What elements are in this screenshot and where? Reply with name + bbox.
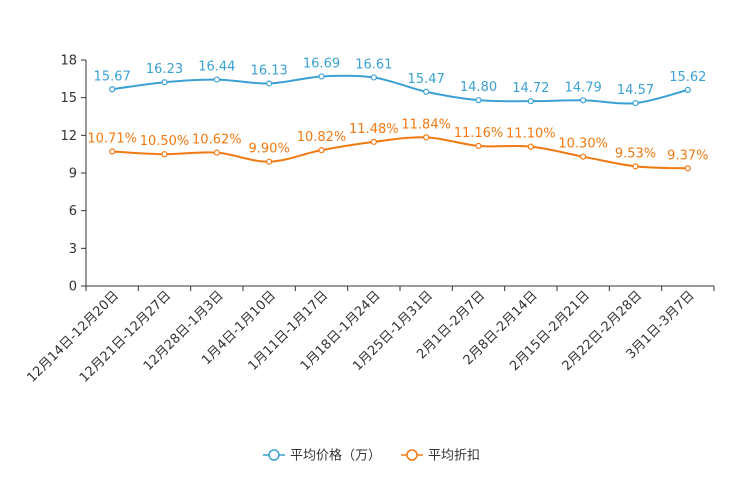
x-tick-label: 12月21日-12月27日 [77,288,174,385]
series-0-point[interactable] [213,76,220,83]
y-tick-label: 15 [60,91,77,106]
series-0-data-label: 16.69 [303,56,340,71]
series-0-point[interactable] [318,73,325,80]
series-0-point[interactable] [370,74,377,81]
legend-item-0[interactable]: 平均价格（万） [263,448,381,464]
y-tick-label: 3 [69,242,77,257]
series-0-data-label: 14.57 [617,83,654,98]
series-1-data-label: 9.53% [615,146,656,161]
series-1-data-label: 10.82% [297,130,347,145]
series-0-point[interactable] [266,80,273,87]
series-1-point[interactable] [580,153,587,160]
series-0-data-label: 15.62 [669,70,706,85]
series-1-point[interactable] [213,149,220,156]
series-1-data-label: 10.62% [192,133,242,148]
series-1-data-label: 11.16% [454,126,504,141]
series-1-data-label: 10.50% [140,134,190,149]
series-1-line [112,136,688,170]
series-1-point[interactable] [475,142,482,149]
series-1-point[interactable] [632,163,639,170]
series-0-point[interactable] [527,98,534,105]
series-1-data-label: 11.10% [506,127,556,142]
series-1-data-label: 9.37% [667,148,708,163]
chart-series: 15.67 16.23 16.44 16.13 16.69 16.61 15.47 14.80… [87,56,708,172]
series-0-data-label: 14.80 [460,80,497,95]
series-1-point[interactable] [527,143,534,150]
series-0-line [112,74,689,105]
legend-marker-icon [268,449,280,461]
series-1-data-label: 11.48% [349,122,399,137]
chart-legend[interactable]: 平均价格（万） 平均折扣 [263,448,480,464]
series-0-point[interactable] [475,97,482,104]
series-1-point[interactable] [423,134,430,141]
series-0-point[interactable] [109,86,116,93]
legend-label: 平均价格（万） [290,448,381,464]
series-0-point[interactable] [161,79,168,86]
series-1-point[interactable] [318,147,325,154]
series-0-data-label: 16.23 [146,62,183,77]
series-0-point[interactable] [580,97,587,104]
y-tick-label: 18 [60,54,77,69]
series-1-point[interactable] [684,165,691,172]
y-tick-label: 12 [60,129,77,144]
series-0-point[interactable] [684,86,691,93]
series-0-point[interactable] [423,88,430,95]
series-1-point[interactable] [109,148,116,155]
series-1-data-label: 11.84% [401,117,451,132]
series-1-data-label: 10.30% [558,137,608,152]
series-0-data-label: 14.79 [565,80,602,95]
y-tick-label: 0 [69,280,77,295]
x-tick-label: 12月14日-12月20日 [25,288,122,385]
series-0-data-label: 14.72 [512,81,549,96]
series-0-data-label: 15.47 [408,72,445,87]
legend-item-1[interactable]: 平均折扣 [401,449,480,464]
series-1-data-label: 10.71% [87,132,137,147]
series-1-point[interactable] [370,138,377,145]
legend-marker-icon [406,449,418,461]
series-1-point[interactable] [161,151,168,158]
y-tick-label: 9 [69,167,77,182]
series-0-data-label: 16.13 [251,63,288,78]
legend-label: 平均折扣 [428,449,480,464]
series-1-point[interactable] [266,158,273,165]
series-1-data-label: 9.90% [249,142,290,157]
series-0-data-label: 16.61 [355,57,392,72]
series-0-data-label: 15.67 [94,69,131,84]
series-0-point[interactable] [632,99,639,107]
series-0-data-label: 16.44 [198,60,235,75]
y-tick-label: 6 [69,204,77,219]
